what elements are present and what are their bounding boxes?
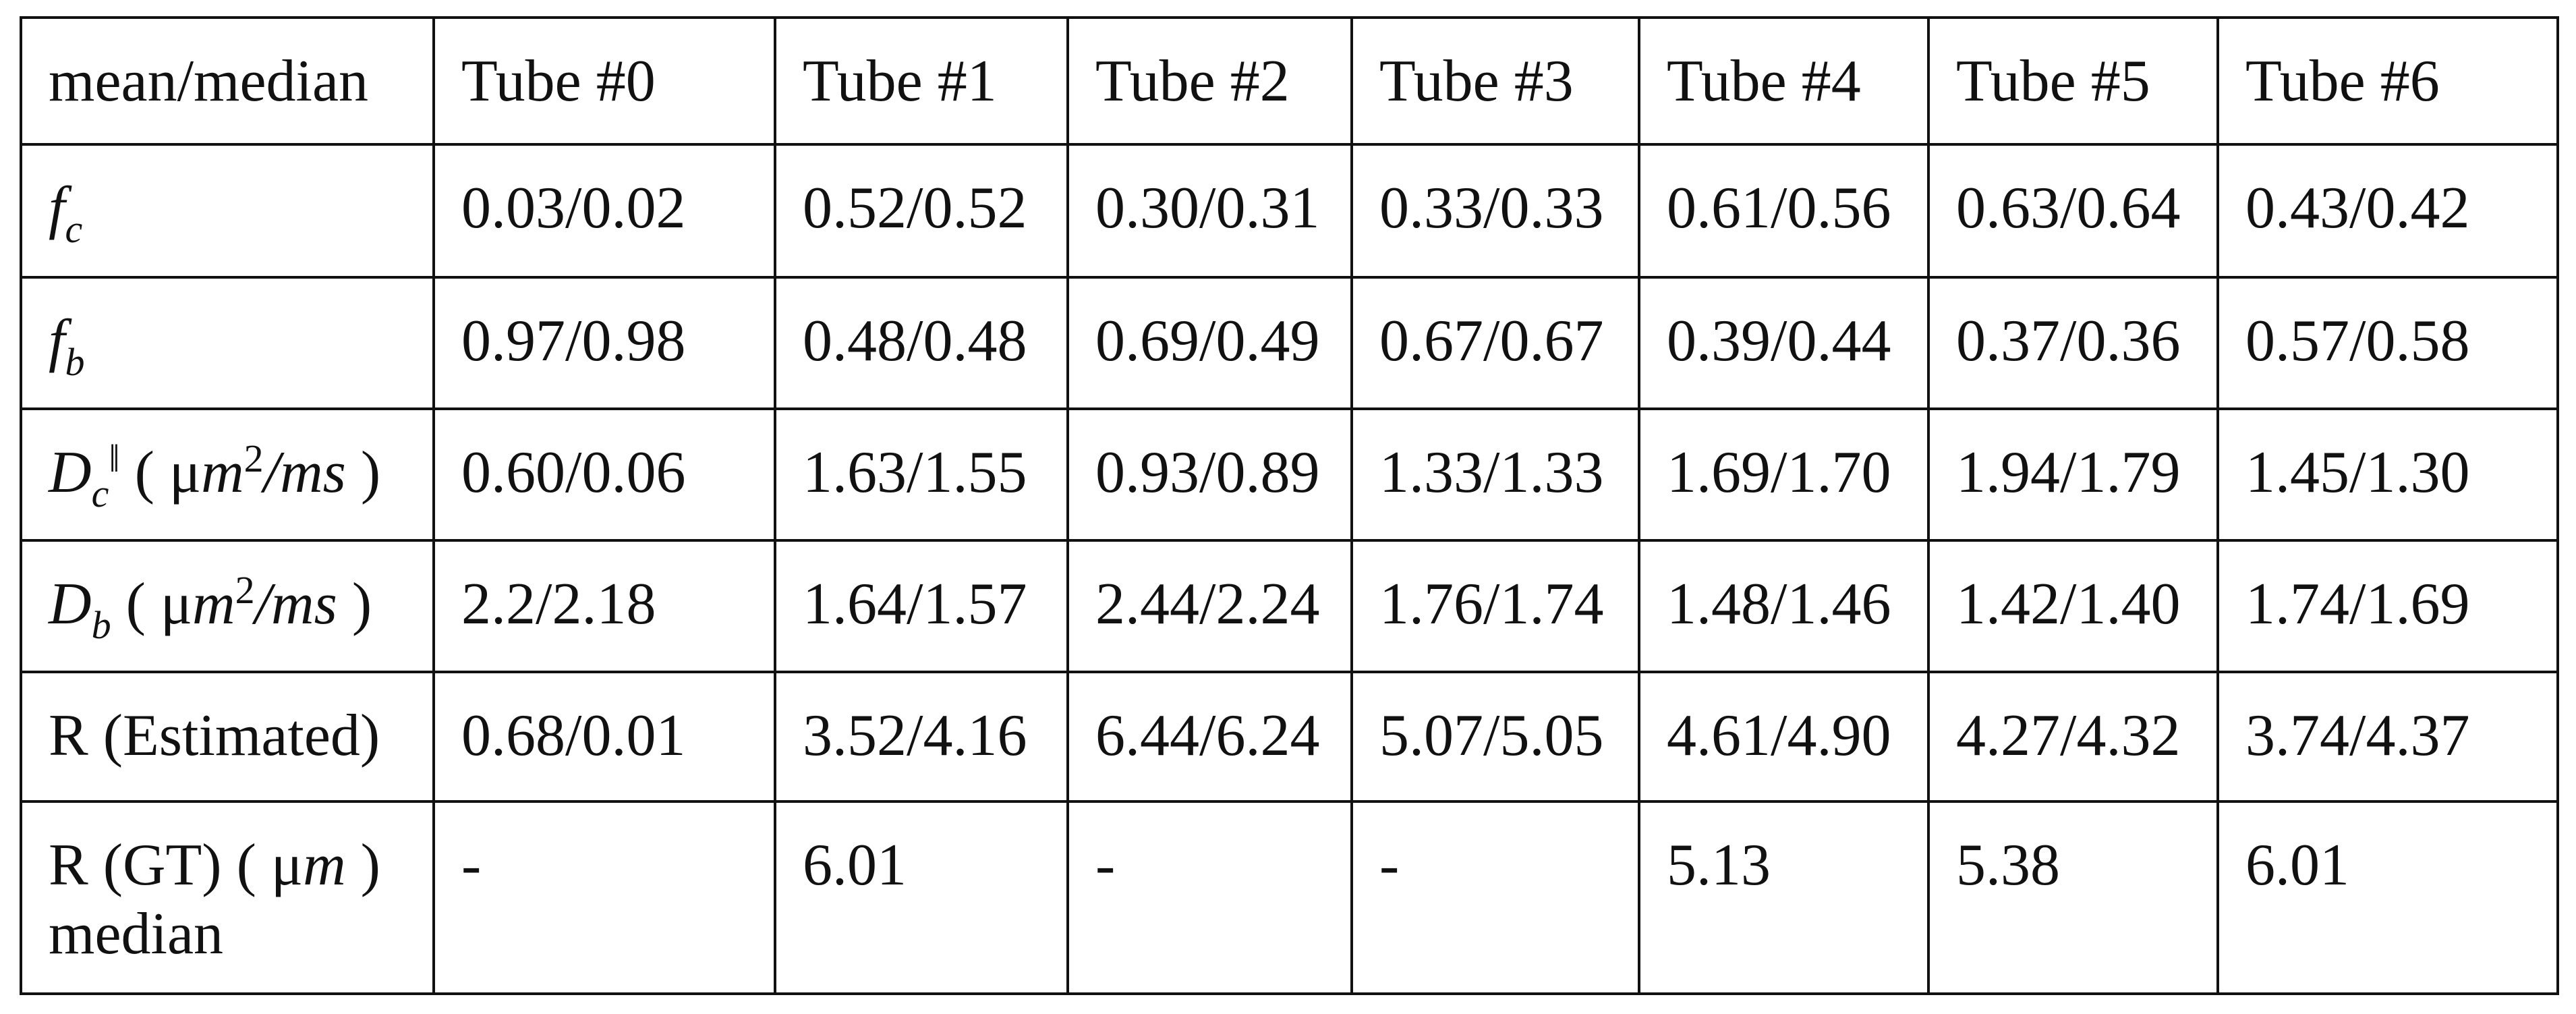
row-label: R (GT) ( μm ) median: [20, 800, 435, 995]
value-cell: 4.27/4.32: [1927, 671, 2219, 803]
label-part: m: [303, 833, 346, 898]
header-cell: Tube #1: [774, 16, 1069, 146]
label-part: ‖: [109, 436, 120, 480]
label-part: /ms: [254, 571, 337, 637]
value-cell: 5.13: [1638, 800, 1930, 995]
value-cell: 4.61/4.90: [1638, 671, 1930, 803]
data-row: Db ( μm2/ms ) 2.2/2.18 1.64/1.57 2.44/2.24 1…: [20, 539, 2559, 673]
label-part: ): [337, 571, 372, 637]
value-cell: 0.48/0.48: [774, 276, 1069, 410]
label-part: ): [345, 833, 380, 898]
value-cell: 1.76/1.74: [1350, 539, 1640, 673]
data-row: R (GT) ( μm ) median -6.01- -5.13 5.38 6.01: [20, 800, 2559, 995]
value-cell: 1.45/1.30: [2216, 407, 2559, 542]
value-cell: 0.57/0.58: [2216, 276, 2559, 410]
value-cell: 1.33/1.33: [1350, 407, 1640, 542]
label-part: ( μ: [119, 440, 202, 505]
value-cell: 0.37/0.36: [1927, 276, 2219, 410]
header-cell: Tube #5: [1927, 16, 2219, 146]
label-part: /ms: [263, 440, 346, 505]
value-cell: 0.33/0.33: [1350, 143, 1640, 279]
label-part: b: [65, 340, 85, 384]
value-cell: 1.69/1.70: [1638, 407, 1930, 542]
row-label: Dc‖ ( μm2/ms ): [20, 407, 435, 542]
value-cell: 3.52/4.16: [774, 671, 1069, 803]
value-cell: 0.63/0.64: [1927, 143, 2219, 279]
header-cell: Tube #2: [1066, 16, 1353, 146]
value-cell: 1.94/1.79: [1927, 407, 2219, 542]
header-cell: Tube #0: [432, 16, 776, 146]
value-cell: -: [432, 800, 776, 995]
value-cell: 0.52/0.52: [774, 143, 1069, 279]
value-cell: 0.97/0.98: [432, 276, 776, 410]
header-cell: Tube #3: [1350, 16, 1640, 146]
value-cell: 1.64/1.57: [774, 539, 1069, 673]
value-cell: 6.44/6.24: [1066, 671, 1353, 803]
value-cell: -: [1066, 800, 1353, 995]
data-row: fc 0.03/0.02 0.52/0.52 0.30/0.31 0.33/0.33 0.…: [20, 143, 2559, 279]
value-cell: 0.43/0.42: [2216, 143, 2559, 279]
value-cell: 5.38: [1927, 800, 2219, 995]
label-part: ): [345, 440, 381, 505]
value-cell: 5.07/5.05: [1350, 671, 1640, 803]
value-cell: 1.74/1.69: [2216, 539, 2559, 673]
results-table: mean/median Tube #0 Tube #1 Tube #2 Tube #3 T…: [20, 16, 2559, 995]
label-part: m: [201, 440, 244, 505]
header-row: mean/median Tube #0 Tube #1 Tube #2 Tube #3 T…: [20, 16, 2559, 146]
value-cell: 0.61/0.56: [1638, 143, 1930, 279]
row-label: fb: [20, 276, 435, 410]
value-cell: -: [1350, 800, 1640, 995]
header-cell: Tube #6: [2216, 16, 2559, 146]
label-part: 2: [244, 436, 264, 480]
value-cell: 1.63/1.55: [774, 407, 1069, 542]
header-cell: mean/median: [20, 16, 435, 146]
value-cell: 0.60/0.06: [432, 407, 776, 542]
value-cell: 0.93/0.89: [1066, 407, 1353, 542]
label-part: c: [91, 472, 109, 515]
header-cell: Tube #4: [1638, 16, 1930, 146]
value-cell: 6.01: [774, 800, 1069, 995]
data-row: fb 0.97/0.98 0.48/0.48 0.69/0.49 0.67/0.67 0.…: [20, 276, 2559, 410]
row-label: Db ( μm2/ms ): [20, 539, 435, 673]
value-cell: 0.69/0.49: [1066, 276, 1353, 410]
label-part: f: [49, 308, 65, 374]
value-cell: 0.67/0.67: [1350, 276, 1640, 410]
label-part: D: [49, 571, 92, 637]
value-cell: 3.74/4.37: [2216, 671, 2559, 803]
value-cell: 0.39/0.44: [1638, 276, 1930, 410]
value-cell: 0.30/0.31: [1066, 143, 1353, 279]
label-part: ( μ: [111, 571, 193, 637]
label-part: 2: [235, 568, 255, 612]
label-part: R (Estimated): [49, 703, 380, 768]
data-row: Dc‖ ( μm2/ms ) 0.60/0.06 1.63/1.55 0.93/0.8…: [20, 407, 2559, 542]
label-part: f: [49, 175, 65, 241]
row-label: R (Estimated): [20, 671, 435, 803]
value-cell: 0.68/0.01: [432, 671, 776, 803]
value-cell: 2.2/2.18: [432, 539, 776, 673]
label-part: m: [192, 571, 235, 637]
value-cell: 2.44/2.24: [1066, 539, 1353, 673]
value-cell: 1.42/1.40: [1927, 539, 2219, 673]
label-part: D: [49, 440, 92, 505]
value-cell: 1.48/1.46: [1638, 539, 1930, 673]
data-row: R (Estimated) 0.68/0.01 3.52/4.16 6.44/6.24…: [20, 671, 2559, 803]
label-part: b: [91, 603, 111, 647]
label-part: R (GT) ( μ: [49, 833, 304, 898]
row-label: fc: [20, 143, 435, 279]
value-cell: 0.03/0.02: [432, 143, 776, 279]
value-cell: 6.01: [2216, 800, 2559, 995]
label-part: c: [65, 207, 83, 251]
label-part: median: [49, 901, 224, 967]
